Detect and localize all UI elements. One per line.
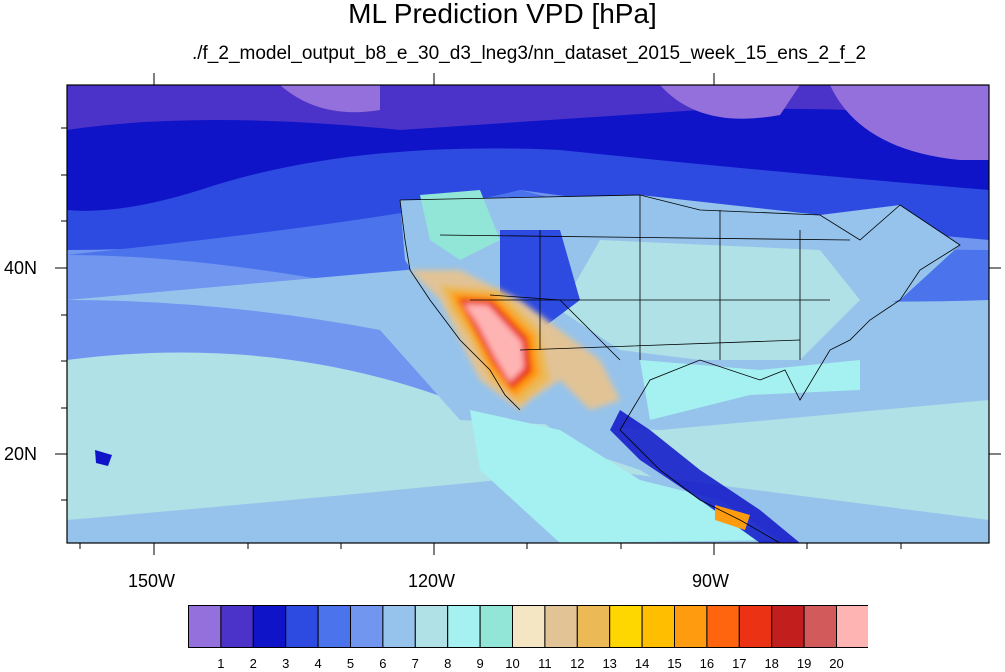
- lon-tick-120w: 120W: [408, 571, 456, 591]
- colorbar-label: 10: [505, 656, 520, 671]
- colorbar-label: 19: [796, 656, 812, 671]
- colorbar-box-12: [576, 605, 611, 648]
- chart-title: ML Prediction VPD [hPa]: [348, 0, 657, 29]
- colorbar-box-2: [252, 605, 287, 648]
- chart-subtitle: ./f_2_model_output_b8_e_30_d3_lneg3/nn_d…: [191, 43, 867, 64]
- colorbar-label: 12: [570, 656, 585, 671]
- colorbar-label: 14: [634, 656, 650, 671]
- colorbar-box-11: [544, 605, 578, 648]
- colorbar: [188, 605, 868, 648]
- hawaii-field: [95, 450, 112, 466]
- colorbar-label: 5: [346, 656, 355, 671]
- colorbar-box-9: [479, 605, 514, 648]
- colorbar-label: 8: [444, 656, 452, 671]
- lon-tick-90w: 90W: [692, 571, 730, 591]
- colorbar-label: 20: [829, 656, 844, 671]
- lon-tick-150w: 150W: [128, 571, 176, 591]
- axis-ticks: [55, 73, 1001, 555]
- colorbar-box-1: [220, 605, 254, 648]
- colorbar-label: 6: [379, 656, 387, 671]
- colorbar-label: 11: [538, 656, 552, 671]
- colorbar-label: 17: [732, 656, 747, 671]
- colorbar-label: 2: [249, 656, 257, 671]
- colorbar-box-7: [414, 605, 449, 648]
- colorbar-label: 15: [667, 656, 682, 671]
- colorbar-box-5: [350, 605, 384, 648]
- colorbar-box-4: [317, 605, 352, 648]
- colorbar-label: 3: [282, 656, 290, 671]
- colorbar-label: 13: [602, 656, 617, 671]
- colorbar-label: 18: [764, 656, 779, 671]
- lat-tick-40n: 40N: [4, 258, 38, 278]
- colorbar-label: 7: [411, 656, 419, 671]
- northwest-field: [420, 190, 500, 260]
- colorbar-box-20: [836, 605, 868, 648]
- colorbar-box-3: [285, 605, 319, 648]
- colorbar-box-8: [447, 605, 481, 648]
- lat-tick-20n: 20N: [4, 444, 38, 464]
- colorbar-box-15: [674, 605, 708, 648]
- map-frame: [66, 84, 990, 544]
- colorbar-box-19: [803, 605, 837, 648]
- colorbar-box-14: [641, 605, 676, 648]
- vpd-map: [55, 73, 1001, 555]
- pacific-tropics-field: [470, 410, 780, 543]
- colorbar-label: 4: [314, 656, 322, 671]
- central-america-hot-spot: [715, 505, 750, 530]
- colorbar-label: 9: [476, 656, 484, 671]
- colorbar-box-13: [609, 605, 643, 648]
- colorbar-box-6: [382, 605, 416, 648]
- southwest-hot-spot: [410, 270, 620, 410]
- colorbar-box-10: [512, 605, 546, 648]
- colorbar-box-16: [706, 605, 740, 648]
- colorbar-box-17: [738, 605, 773, 648]
- central-america-field: [610, 410, 800, 543]
- colorbar-label: 16: [699, 656, 715, 671]
- colorbar-box-18: [771, 605, 805, 648]
- boundaries: [399, 194, 961, 543]
- field-band-1: [280, 85, 989, 160]
- gulf-field: [640, 360, 860, 420]
- colorbar-label: 1: [217, 656, 225, 671]
- vpd-field: [67, 85, 989, 543]
- colorbar-box-0: [188, 605, 222, 648]
